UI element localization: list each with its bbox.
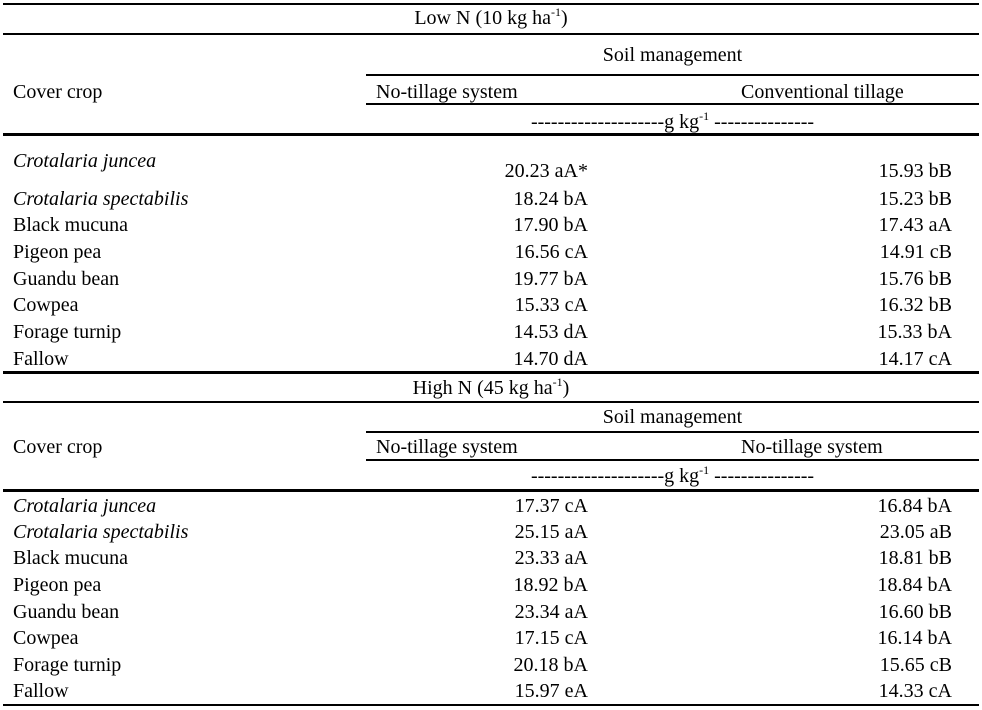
section-title-rule <box>3 401 979 403</box>
crop-name: Fallow <box>13 680 69 702</box>
section-divider-rule <box>3 371 979 374</box>
units-text: --------------------g kg <box>530 465 700 487</box>
crop-name: Fallow <box>13 348 69 370</box>
no-tillage-value: 19.77 bA <box>513 268 588 290</box>
no-tillage-value: 17.15 cA <box>514 627 588 649</box>
no-tillage-value: 23.33 aA <box>514 547 588 569</box>
no-tillage-value: 14.53 dA <box>513 321 588 343</box>
superscript: -1 <box>550 5 561 19</box>
units-text: --------------------g kg <box>530 111 700 133</box>
no-tillage-value: 16.56 cA <box>514 241 588 263</box>
no-tillage-value-2: 18.84 bA <box>877 574 952 596</box>
section-title-end: ) <box>560 7 568 29</box>
no-tillage-value: 18.24 bA <box>513 188 588 210</box>
soil-management-rule <box>366 431 979 433</box>
header-bottom-rule <box>3 133 979 136</box>
crop-name: Forage turnip <box>13 321 122 343</box>
conventional-tillage-value: 14.17 cA <box>878 348 952 370</box>
no-tillage-value-2: 16.14 bA <box>877 627 952 649</box>
table-top-rule <box>3 3 979 5</box>
crop-name: Black mucuna <box>13 547 128 569</box>
superscript: -1 <box>699 109 710 123</box>
section-title-end: ) <box>562 377 570 399</box>
soil-management-header: Soil management <box>602 406 743 428</box>
crop-name: Crotalaria spectabilis <box>13 188 189 210</box>
no-tillage-value-2: 18.81 bB <box>878 547 952 569</box>
crop-name: Crotalaria spectabilis <box>13 521 189 543</box>
units-row: --------------------g kg-1 -------------… <box>366 463 979 487</box>
header-bottom-rule <box>3 489 979 492</box>
no-tillage-value: 15.97 eA <box>514 680 588 702</box>
crop-name: Guandu bean <box>13 601 120 623</box>
section-title-high-n: High N (45 kg ha-1) <box>0 375 982 399</box>
crop-name: Crotalaria juncea <box>13 150 157 172</box>
conventional-tillage-value: 15.23 bB <box>878 188 952 210</box>
cover-crop-header: Cover crop <box>13 436 103 458</box>
conventional-tillage-value: 15.93 bB <box>878 160 952 182</box>
section-title-text: Low N (10 kg ha <box>414 7 551 29</box>
section-title-text: High N (45 kg ha <box>412 377 553 399</box>
units-dashes: --------------- <box>709 111 815 133</box>
soil-management-rule <box>366 74 979 76</box>
no-tillage-value: 23.34 aA <box>514 601 588 623</box>
no-tillage-value: 20.23 aA* <box>504 160 588 182</box>
no-tillage-value: 25.15 aA <box>514 521 588 543</box>
soil-management-header: Soil management <box>602 44 743 66</box>
crop-name: Forage turnip <box>13 654 122 676</box>
section-title-rule <box>3 33 979 35</box>
no-tillage-value: 20.18 bA <box>513 654 588 676</box>
column-header-rule <box>366 103 979 105</box>
superscript: -1 <box>552 375 563 389</box>
units-row: --------------------g kg-1 -------------… <box>366 109 979 133</box>
no-tillage-value: 18.92 bA <box>513 574 588 596</box>
no-tillage-value: 17.37 cA <box>514 495 588 517</box>
crop-name: Pigeon pea <box>13 574 102 596</box>
no-tillage-value-2: 23.05 aB <box>879 521 952 543</box>
conventional-tillage-value: 17.43 aA <box>878 214 952 236</box>
no-tillage-value-2: 14.33 cA <box>878 680 952 702</box>
no-tillage-value: 17.90 bA <box>513 214 588 236</box>
no-tillage-value-2: 15.65 cB <box>879 654 952 676</box>
no-tillage-header: No-tillage system <box>376 81 518 103</box>
crop-name: Cowpea <box>13 627 79 649</box>
crop-name: Pigeon pea <box>13 241 102 263</box>
crop-name: Cowpea <box>13 294 79 316</box>
no-tillage-value-2: 16.60 bB <box>878 601 952 623</box>
crop-name: Crotalaria juncea <box>13 495 157 517</box>
column-header-rule <box>366 459 979 461</box>
conventional-tillage-header: Conventional tillage <box>741 81 904 103</box>
conventional-tillage-value: 15.33 bA <box>877 321 952 343</box>
section-title-low-n: Low N (10 kg ha-1) <box>0 5 982 29</box>
no-tillage-header-2: No-tillage system <box>741 436 883 458</box>
no-tillage-header: No-tillage system <box>376 436 518 458</box>
no-tillage-value: 15.33 cA <box>514 294 588 316</box>
conventional-tillage-value: 15.76 bB <box>878 268 952 290</box>
crop-name: Black mucuna <box>13 214 128 236</box>
conventional-tillage-value: 16.32 bB <box>878 294 952 316</box>
cover-crop-header: Cover crop <box>13 81 103 103</box>
units-dashes: --------------- <box>709 465 815 487</box>
conventional-tillage-value: 14.91 cB <box>879 241 952 263</box>
crop-name: Guandu bean <box>13 268 120 290</box>
no-tillage-value: 14.70 dA <box>513 348 588 370</box>
table-bottom-rule <box>3 704 979 706</box>
no-tillage-value-2: 16.84 bA <box>877 495 952 517</box>
superscript: -1 <box>699 463 710 477</box>
